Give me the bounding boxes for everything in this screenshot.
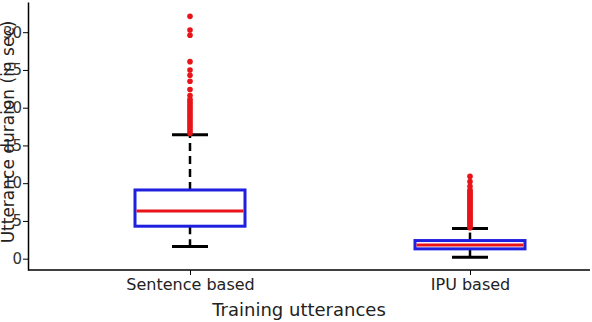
outlier xyxy=(187,93,193,99)
median xyxy=(137,210,244,213)
outlier xyxy=(187,78,193,84)
chart: 051015202530Sentence basedIPU basedTrain… xyxy=(0,0,592,322)
x-axis-line xyxy=(28,269,590,271)
x-tick-label: IPU based xyxy=(431,275,510,294)
outlier xyxy=(187,72,193,78)
box-group xyxy=(135,14,245,247)
y-tick-mark xyxy=(23,183,28,184)
outlier xyxy=(467,174,473,180)
y-tick-mark xyxy=(23,145,28,146)
plot-area xyxy=(135,14,525,258)
x-axis-title: Training utterances xyxy=(211,299,386,320)
box xyxy=(415,241,525,249)
y-tick-mark xyxy=(23,108,28,109)
y-tick-mark xyxy=(23,221,28,222)
y-tick-label: 0 xyxy=(12,250,22,268)
x-axis: Sentence based IPU based xyxy=(28,270,590,294)
y-tick-mark xyxy=(23,70,28,71)
x-tick-mark xyxy=(470,270,471,275)
median xyxy=(417,244,524,247)
x-tick-label: Sentence based xyxy=(126,275,254,294)
outlier xyxy=(187,67,193,73)
y-axis-title: Utterance duraion (in sec) xyxy=(0,21,18,244)
x-tick: Sentence based xyxy=(126,270,254,294)
upper-whisker xyxy=(189,135,192,190)
outlier xyxy=(467,179,473,185)
x-tick-mark xyxy=(190,270,191,275)
lower-cap xyxy=(452,256,488,259)
outlier xyxy=(187,59,193,65)
y-tick-mark xyxy=(23,32,28,33)
outlier xyxy=(187,87,193,93)
x-tick: IPU based xyxy=(431,270,510,294)
y-tick: 0 xyxy=(12,250,28,268)
outlier xyxy=(187,14,193,20)
outlier xyxy=(187,27,193,33)
outlier xyxy=(187,32,193,38)
box xyxy=(135,190,245,226)
y-tick-mark xyxy=(23,259,28,260)
box-group xyxy=(415,174,525,258)
lower-cap xyxy=(172,245,208,248)
lower-whisker xyxy=(189,226,192,246)
y-axis-line xyxy=(28,3,30,271)
